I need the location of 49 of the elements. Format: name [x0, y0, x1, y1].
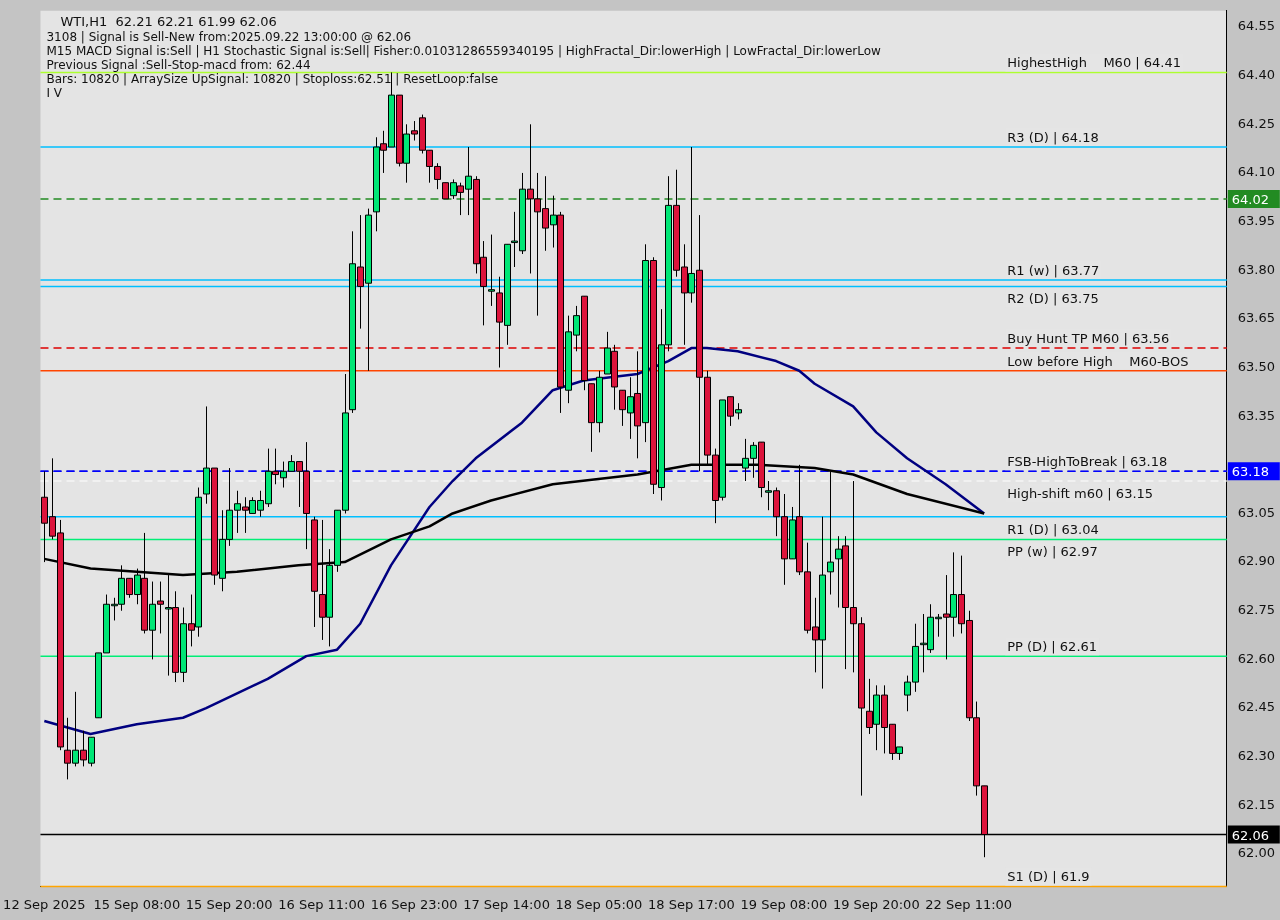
annotation: I V	[46, 85, 63, 100]
y-tick-label: 62.30	[1237, 748, 1275, 764]
ref-line-label: PP (w) | 62.97	[1007, 544, 1098, 560]
ref-line-label: R2 (D) | 63.75	[1007, 291, 1099, 307]
ref-line-label: R1 (w) | 63.77	[1007, 262, 1100, 278]
y-tick-label: 63.95	[1237, 212, 1275, 228]
ref-line-label: HighestHigh M60 | 64.41	[1007, 55, 1182, 71]
x-tick-label: 15 Sep 08:00	[93, 896, 181, 912]
ref-line-label: 62.06	[1231, 827, 1269, 843]
ref-line-label: R3 (D) | 64.18	[1007, 130, 1099, 145]
annotation: Previous Signal :Sell-Stop-macd from: 62.44	[46, 57, 311, 72]
y-tick-label: 64.10	[1237, 164, 1275, 180]
y-tick-label: 64.55	[1237, 18, 1275, 34]
chart-title: WTI,H1 62.21 62.21 61.99 62.06	[60, 13, 277, 29]
y-tick-label: 62.90	[1237, 553, 1275, 569]
x-tick-label: 19 Sep 20:00	[832, 896, 920, 912]
ref-line-label: PP (D) | 62.61	[1007, 639, 1098, 655]
x-tick-label: 17 Sep 14:00	[463, 896, 550, 912]
y-tick-label: 64.25	[1237, 115, 1275, 131]
x-tick-label: 16 Sep 23:00	[370, 896, 458, 912]
ref-line-label: R1 (D) | 63.04	[1007, 521, 1099, 537]
x-tick-label: 16 Sep 11:00	[278, 896, 366, 912]
x-tick-label: 12 Sep 2025	[3, 896, 86, 912]
ref-line-label: 63.18	[1231, 464, 1269, 480]
x-tick-label: 18 Sep 05:00	[555, 896, 643, 912]
ref-line-label: S1 (D) | 61.9	[1007, 869, 1090, 885]
x-tick-label: 22 Sep 11:00	[925, 896, 1013, 912]
y-tick-label: 62.60	[1237, 650, 1275, 666]
y-tick-label: 63.65	[1237, 310, 1275, 326]
y-tick-label: 63.35	[1237, 407, 1275, 423]
x-tick-label: 15 Sep 20:00	[185, 896, 273, 912]
y-tick-label: 63.05	[1237, 504, 1275, 520]
x-tick-label: 19 Sep 08:00	[740, 896, 828, 912]
y-tick-label: 64.40	[1237, 67, 1275, 83]
ref-line-label: FSB-HighToBreak | 63.18	[1007, 454, 1168, 470]
y-tick-label: 62.45	[1237, 699, 1275, 715]
ref-line-label: High-shift m60 | 63.15	[1007, 486, 1154, 502]
y-tick-label: 62.75	[1237, 602, 1275, 618]
y-tick-label: 63.50	[1237, 358, 1275, 374]
ref-line-label: Buy Hunt TP M60 | 63.56	[1007, 331, 1170, 347]
ref-line-label: 64.02	[1231, 191, 1269, 207]
ref-line-label: Low before High M60-BOS	[1007, 353, 1189, 369]
annotation: 3108 | Signal is Sell-New from:2025.09.22 13:00:00 @ 62.06	[46, 29, 412, 44]
y-tick-label: 63.80	[1237, 261, 1275, 277]
y-tick-label: 62.00	[1237, 845, 1275, 861]
annotation: Bars: 10820 | ArraySize UpSignal: 10820 | Stoploss:62.51 | ResetLoop:false	[46, 71, 499, 86]
x-tick-label: 18 Sep 17:00	[648, 896, 735, 912]
y-tick-label: 62.15	[1237, 796, 1275, 812]
annotation: M15 MACD Signal is:Sell | H1 Stochastic Signal is:Sell| Fisher:0.01031286559340195 | HighFractal_Dir:lowerHigh | LowFractal_Dir:lowerLow	[46, 43, 882, 58]
